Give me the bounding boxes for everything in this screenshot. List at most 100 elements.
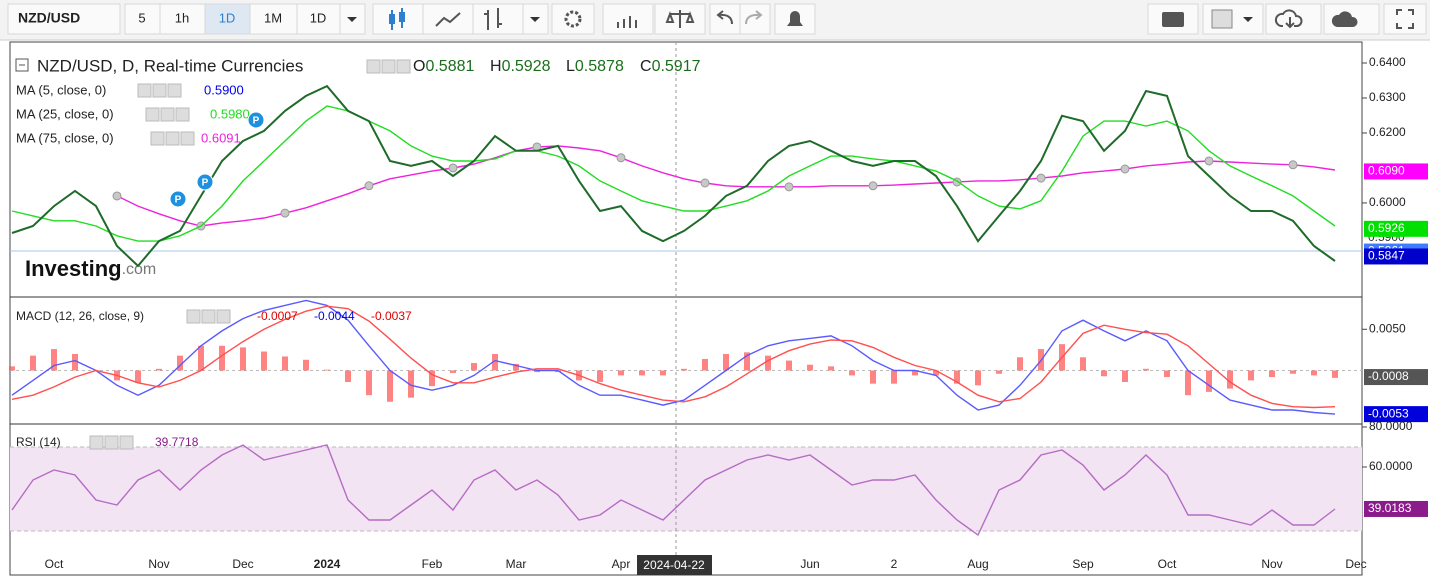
histogram-bar	[1122, 370, 1128, 382]
histogram-bar	[933, 370, 939, 376]
x-tick-label: Dec	[1345, 557, 1366, 571]
candles-button[interactable]	[372, 3, 424, 35]
collapse-icon[interactable]	[15, 58, 29, 72]
icon	[1331, 11, 1358, 27]
redo-button[interactable]	[739, 3, 771, 35]
histogram-bar	[1143, 368, 1149, 371]
x-tick-label: Sep	[1072, 557, 1094, 571]
histogram-bar	[1101, 370, 1107, 377]
legend-icon	[160, 107, 175, 122]
histogram-bar	[366, 370, 372, 396]
crosshair-date-box	[637, 555, 712, 575]
histogram-bar	[429, 370, 435, 387]
ma-dot	[1288, 160, 1298, 170]
price-label-box	[1364, 163, 1428, 180]
header-value: -0.0037	[371, 309, 412, 323]
histogram-bar	[534, 370, 540, 373]
logo-suffix: .com	[122, 261, 157, 278]
legend-icon	[180, 131, 195, 146]
price-label-box	[1364, 406, 1428, 423]
histogram-bar	[324, 369, 330, 371]
panel: 0.6400 0.6300 0.6200 0.6000 0.6090 0.5900 0.59…	[11, 55, 1428, 268]
histogram-bar	[303, 359, 309, 371]
x-tick-label: 2024	[314, 557, 341, 571]
indicator-value: 0.5980	[210, 106, 250, 121]
histogram-bar	[261, 351, 267, 371]
x-tick-label: Aug	[967, 557, 988, 571]
y-tick-label: 0.0050	[1369, 321, 1406, 335]
legend-icon	[104, 435, 119, 450]
histogram-bar	[1206, 370, 1212, 392]
histogram-bar	[849, 370, 855, 376]
icon	[665, 10, 695, 28]
histogram-bar	[513, 363, 519, 371]
histogram-bar	[954, 370, 960, 384]
logo-main: Investing	[25, 256, 122, 281]
series-line	[11, 84, 1336, 268]
load-button[interactable]	[1265, 3, 1322, 35]
legend-icon	[366, 59, 381, 74]
histogram-bar	[1185, 370, 1191, 396]
y-tick-label: 80.0000	[1369, 419, 1413, 433]
ohlc-key: O	[413, 58, 425, 75]
histogram-bar	[1311, 370, 1317, 376]
icon	[1396, 9, 1414, 29]
interval-button[interactable]	[296, 3, 341, 35]
price-label: 39.0183	[1368, 501, 1412, 515]
legend-icon	[381, 59, 396, 74]
undo-button[interactable]	[709, 3, 741, 35]
ohlc-value: 0.5917	[652, 58, 701, 75]
interval-label: 1D	[219, 10, 236, 25]
fullscreen-button[interactable]	[1383, 3, 1427, 35]
y-tick-label: 0.6300	[1369, 90, 1406, 104]
caret	[347, 17, 357, 22]
line-button[interactable]	[422, 3, 474, 35]
histogram-bar	[345, 370, 351, 382]
chart-title: NZD/USD, D, Real-time Currencies	[37, 56, 303, 75]
histogram-bar	[492, 354, 498, 371]
legend-icon	[167, 83, 182, 98]
interval-label: 5	[138, 10, 145, 25]
legend-icon	[150, 131, 165, 146]
histogram-bar	[156, 368, 162, 371]
legend-icon	[89, 435, 104, 450]
histogram-bar	[135, 370, 141, 383]
price-label-box	[1364, 220, 1428, 237]
histogram-bar	[282, 356, 288, 371]
rsi-title: RSI (14)	[16, 435, 61, 449]
header-value: -0.0007	[257, 309, 298, 323]
histogram-bar	[807, 364, 813, 371]
series-line	[11, 105, 1336, 242]
price-label: -0.0053	[1368, 406, 1409, 420]
interval-button-active[interactable]	[204, 3, 251, 35]
ma-dot	[868, 181, 878, 191]
crosshair-date: 2024-04-22	[643, 558, 705, 572]
histogram-bar	[597, 370, 603, 382]
caret	[530, 17, 540, 22]
ohlc: H0.5928	[490, 58, 551, 75]
series-line	[11, 299, 1336, 415]
interval-label: 1M	[264, 10, 282, 25]
ma-dot	[1036, 173, 1046, 183]
interval-button[interactable]	[159, 3, 206, 35]
logo: Investing.com	[25, 256, 156, 281]
indicators-button[interactable]	[602, 3, 654, 35]
histogram-bar	[387, 370, 393, 402]
symbol-box[interactable]	[7, 3, 121, 35]
settings-button[interactable]	[551, 3, 595, 35]
histogram-bar	[744, 352, 750, 371]
histogram-bar	[618, 370, 624, 376]
interval-button[interactable]	[124, 3, 161, 35]
indicator-name: MA (5, close, 0)	[16, 82, 106, 97]
rsi-band	[10, 447, 1362, 531]
x-tick-label: Mar	[506, 557, 527, 571]
indicator-name: MA (75, close, 0)	[16, 130, 114, 145]
histogram-bar	[1227, 370, 1233, 389]
histogram-bar	[660, 370, 666, 376]
indicator-name: MA (25, close, 0)	[16, 106, 114, 121]
x-tick-label: Oct	[1158, 557, 1177, 571]
symbol: NZD/USD	[18, 10, 80, 26]
icon	[1274, 9, 1303, 29]
histogram-bar	[1332, 370, 1338, 378]
